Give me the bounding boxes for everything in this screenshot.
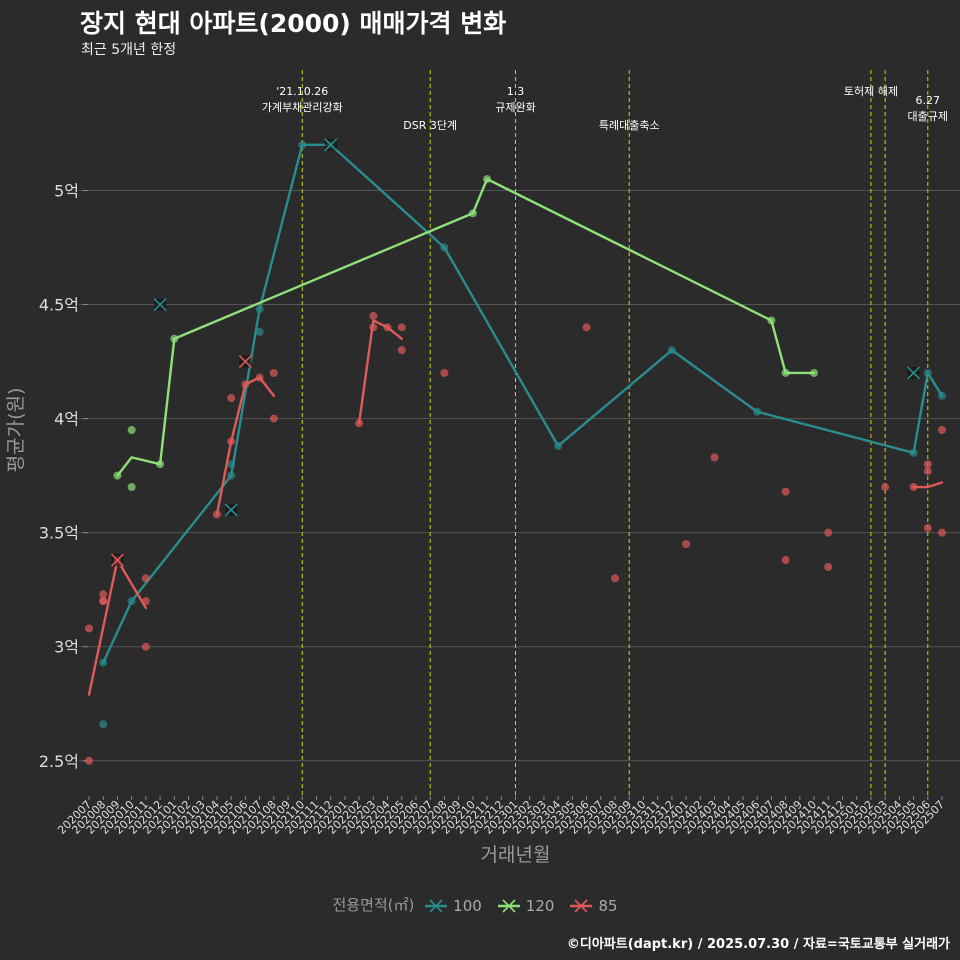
series-line-85 (215, 376, 276, 516)
legend-key-100 (425, 899, 448, 913)
cancel-marker-100 (907, 366, 921, 380)
legend-label-100: 100 (453, 896, 482, 915)
point-85 (99, 590, 108, 599)
point-85 (824, 562, 833, 571)
y-tick-label: 4.5억 (39, 296, 79, 315)
legend-item-120: 120 (496, 896, 565, 915)
legend-item-100: 100 (423, 896, 492, 915)
point-85 (881, 483, 890, 492)
event-label: DSR 3단계 (403, 119, 457, 132)
y-tick-label: 3억 (54, 638, 79, 657)
y-tick-label: 4억 (54, 410, 79, 429)
series-line-85 (87, 558, 148, 696)
point-85 (227, 394, 236, 403)
point-85 (141, 574, 150, 583)
y-tick-label: 2.5억 (39, 752, 79, 771)
point-85 (397, 346, 406, 355)
point-85 (397, 323, 406, 332)
series-line-85 (912, 481, 944, 489)
cancel-marker-100 (324, 138, 338, 152)
point-85 (369, 311, 378, 320)
point-85 (269, 368, 278, 377)
point-85 (923, 524, 932, 533)
x-axis-title: 거래년월 (481, 844, 551, 866)
point-85 (85, 624, 93, 633)
legend-label-120: 120 (525, 896, 555, 915)
point-120 (127, 426, 136, 434)
event-label: 1.3 (507, 85, 525, 98)
series-line-120 (116, 177, 816, 477)
point-85 (269, 414, 278, 423)
point-85 (710, 453, 719, 462)
series-line-100 (102, 143, 944, 664)
y-axis-title: 평균가(원) (5, 388, 27, 473)
point-100 (99, 720, 108, 729)
point-85 (938, 426, 946, 434)
legend-key-120 (497, 899, 520, 913)
point-85 (923, 460, 932, 469)
chart-title: 장지 현대 아파트(2000) 매매가격 변화 (80, 9, 507, 38)
series-line-85 (357, 319, 403, 425)
cancel-marker-100 (224, 503, 238, 517)
point-85 (141, 642, 150, 651)
event-label: 규제완화 (495, 101, 535, 114)
chart-subtitle: 최근 5개년 한정 (81, 42, 177, 58)
cancel-marker-85 (238, 354, 252, 369)
point-85 (824, 528, 833, 537)
point-85 (682, 540, 691, 549)
event-label: 대출규제 (908, 110, 948, 123)
point-85 (781, 556, 790, 565)
point-85 (85, 756, 93, 765)
event-label: 토허제 해제 (844, 84, 898, 98)
point-85 (440, 368, 449, 377)
point-85 (582, 323, 591, 332)
cancel-marker-85 (110, 553, 124, 567)
point-85 (611, 574, 620, 583)
point-85 (923, 467, 932, 476)
point-120 (127, 483, 136, 492)
point-85 (781, 487, 790, 496)
event-label: '21.10.26 (276, 85, 328, 98)
y-tick-label: 5억 (54, 181, 79, 200)
legend-items: 100 120 85 (419, 896, 627, 915)
y-tick-label: 3.5억 (39, 524, 79, 543)
legend-key-85 (570, 899, 593, 913)
legend-label-85: 85 (598, 896, 618, 915)
legend: 전용면적(㎡) 100 120 85 (0, 894, 960, 915)
point-100 (255, 327, 264, 336)
legend-item-85: 85 (568, 896, 627, 915)
point-85 (99, 597, 108, 606)
event-label: 가계부채관리강화 (262, 101, 343, 114)
cancel-marker-100 (153, 297, 167, 312)
legend-title: 전용면적(㎡) (332, 896, 415, 914)
point-85 (938, 528, 946, 537)
source-caption: ©디아파트(dapt.kr) / 2025.07.30 / 자료=국토교통부 실… (566, 937, 950, 952)
event-label: 특례대출축소 (599, 119, 660, 132)
event-label: 6.27 (916, 94, 941, 107)
